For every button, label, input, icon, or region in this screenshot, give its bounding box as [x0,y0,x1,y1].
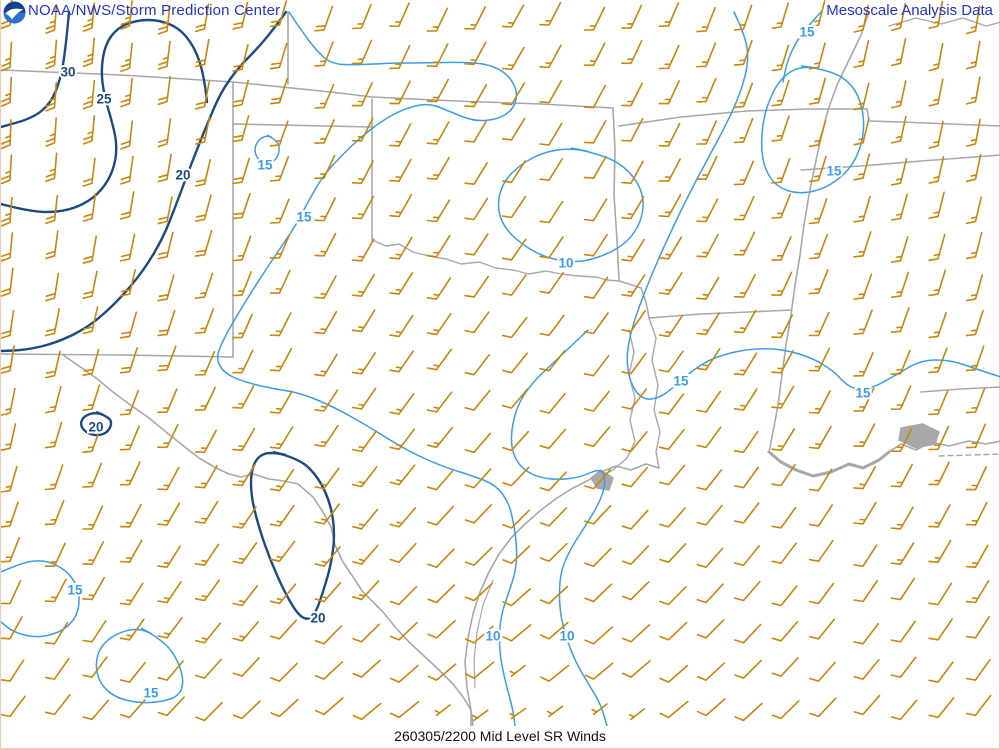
contour-label-15: 15 [296,210,312,225]
contour-iso30 [1,10,71,129]
contour-iso15-west [217,11,518,726]
page-title: NOAA/NWS/Storm Prediction Center [28,2,281,19]
contour-label-20: 20 [175,168,190,183]
geo-mississippi-delta [767,450,891,478]
contour-iso15-ne-arc [782,11,822,83]
geo-border-nm-tx-south [1,353,234,358]
geo-border-tn-ms [800,154,1000,171]
geo-border-ar-la [648,309,792,319]
contour-label-10: 10 [559,629,574,644]
contour-iso15-blob-a [1,560,80,638]
geo-border-ok-east [612,107,620,282]
contour-label-25: 25 [96,92,112,107]
geo-border-ar-mo [618,108,1000,127]
contour-iso15-blob-b [95,627,184,704]
contour-label-15: 15 [826,164,842,179]
contour-iso25 [1,18,209,214]
geo-ohio-river [888,17,1000,27]
geo-rio-grande [62,354,474,726]
geo-border-okpan-south [232,123,373,128]
contour-label-15: 15 [67,583,83,598]
contour-label-10: 10 [558,256,573,271]
contour-iso20-small [79,410,113,437]
wind-barb-field [1,0,992,722]
weather-map-canvas: 30 25 20 20 20 15 15 10 15 15 15 15 15 15 10 10 [1,0,1000,726]
geo-sabine-river [648,317,661,469]
contour-iso20-texas [249,450,336,620]
geo-tx-coast [464,463,660,726]
contour-label-15: 15 [855,386,871,401]
contour-iso15-ring-nw [254,134,280,164]
contour-iso10-coast [510,329,608,726]
analysis-data-title: Mesoscale Analysis Data [826,2,993,19]
contour-label-15: 15 [799,25,815,40]
page-bottom-rule [1,748,999,750]
geo-trinity-river [604,329,636,475]
geo-red-river [371,239,620,282]
geo-border-ms-al [920,386,1000,393]
contour-label-20: 20 [310,611,325,626]
contour-label-15: 15 [257,158,273,173]
noaa-logo-icon [3,1,26,24]
contour-label-10: 10 [485,629,500,644]
geo-ms-sound-islands [938,453,1000,457]
contour-label-30: 30 [60,65,75,80]
contour-label-15: 15 [143,686,159,701]
geo-border-37n [1,69,614,109]
contour-iso15-east [626,11,1000,400]
contour-label-15: 15 [673,374,689,389]
contour-iso15-msvalley [760,65,865,194]
geo-border-tx-ar [618,280,650,319]
contour-label-20: 20 [88,420,103,435]
geo-lake-pontchartrain [898,423,940,449]
geo-barrier-island [473,579,494,689]
map-caption: 260305/2200 Mid Level SR Winds [394,728,606,744]
